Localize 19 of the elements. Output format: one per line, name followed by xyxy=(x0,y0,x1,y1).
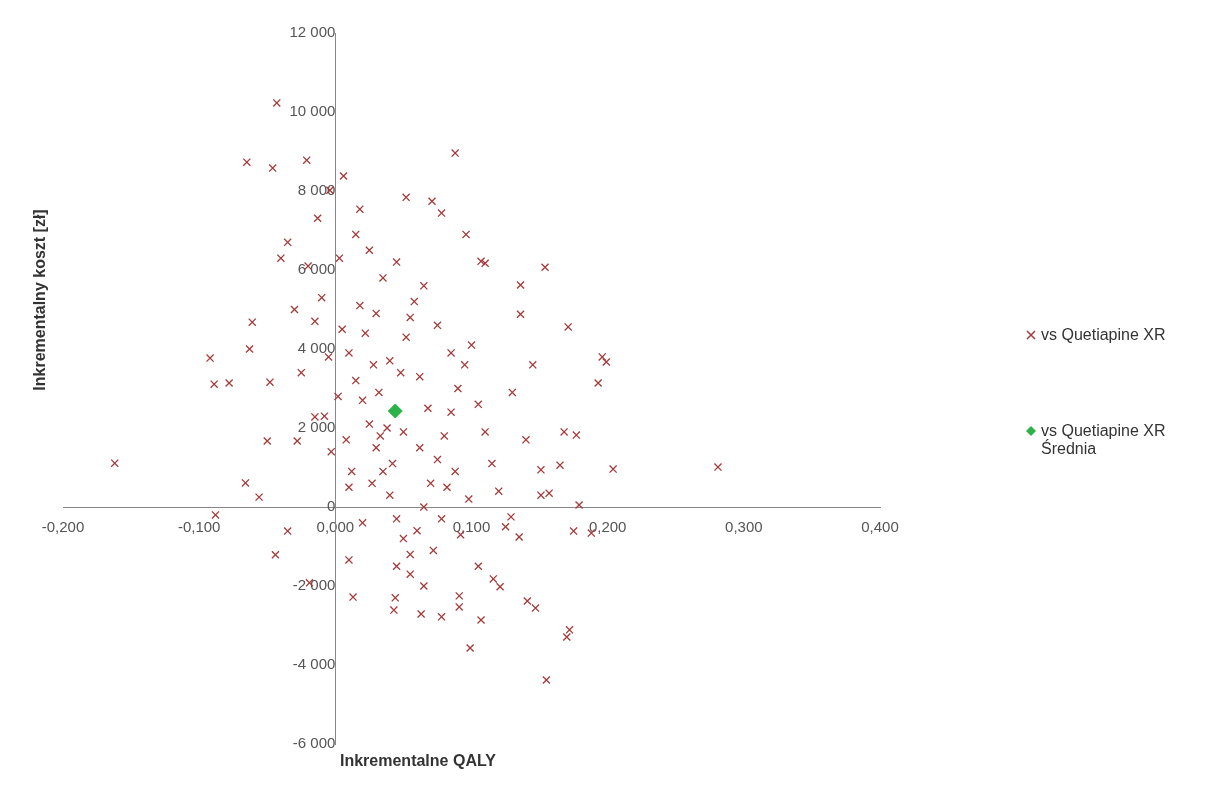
legend-label: vs Quetiapine XR Średnia xyxy=(1041,422,1167,458)
y-tick-label: 4 000 xyxy=(297,339,336,357)
x-tick-label: 0,200 xyxy=(588,518,627,536)
y-tick-label: -6 000 xyxy=(292,734,336,752)
y-tick-label: 2 000 xyxy=(297,418,336,436)
y-tick-label: -2 000 xyxy=(292,576,336,594)
y-axis-title: Inkrementalny koszt [zł] xyxy=(31,209,49,391)
y-tick-label: 10 000 xyxy=(289,102,336,120)
x-tick-label: -0,200 xyxy=(41,518,85,536)
y-tick-label: 12 000 xyxy=(289,23,336,41)
x-tick-label: 0,300 xyxy=(725,518,763,536)
legend-label: vs Quetiapine XR xyxy=(1041,326,1166,344)
x-tick-label: 0,400 xyxy=(861,518,899,536)
x-tick-label: -0,100 xyxy=(177,518,221,536)
y-tick-label: 6 000 xyxy=(297,260,336,278)
y-tick-label: -4 000 xyxy=(292,655,336,673)
y-tick-label: 8 000 xyxy=(297,181,336,199)
x-tick-label: 0,100 xyxy=(452,518,491,536)
x-axis-title: Inkrementalne QALY xyxy=(340,752,496,770)
